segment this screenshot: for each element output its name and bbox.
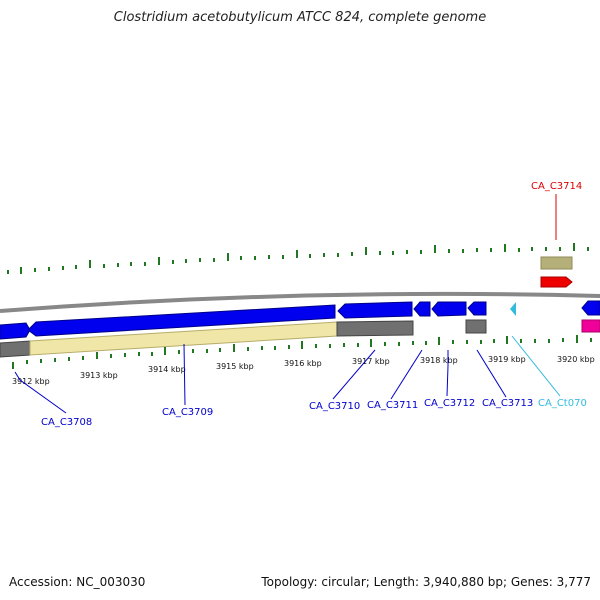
gray-gene-left <box>0 340 31 358</box>
trna-ct070 <box>510 302 516 316</box>
gene-row-minus <box>0 319 600 358</box>
outer-tick-marks <box>7 243 589 274</box>
gene-label-c3708: CA_C3708 <box>41 417 92 428</box>
kbp-label: 3918 kbp <box>420 356 458 365</box>
genome-info-label: Topology: circular; Length: 3,940,880 bp… <box>261 575 591 589</box>
kbp-labels: 3912 kbp 3913 kbp 3914 kbp 3915 kbp 3916… <box>12 355 595 386</box>
kbp-label: 3917 kbp <box>352 357 390 366</box>
gene-label-c3713: CA_C3713 <box>482 398 533 409</box>
kbp-label: 3912 kbp <box>12 377 50 386</box>
kbp-label: 3913 kbp <box>80 371 118 380</box>
kbp-label: 3916 kbp <box>284 359 322 368</box>
gene-label-c3710: CA_C3710 <box>309 401 360 412</box>
cds-arrow-c3711 <box>413 301 431 317</box>
cds-arrow-c3712 <box>431 301 467 317</box>
kbp-label: 3914 kbp <box>148 365 186 374</box>
leader-lines <box>14 194 561 414</box>
gene-label-c3709: CA_C3709 <box>162 407 213 418</box>
kbp-label: 3919 kbp <box>488 355 526 364</box>
magenta-gene <box>581 319 600 333</box>
inner-tick-marks <box>12 335 592 369</box>
kbp-label: 3915 kbp <box>216 362 254 371</box>
cds-row-plus <box>0 300 600 340</box>
gray-gene-c3710 <box>336 320 414 337</box>
cds-arrow-c3710 <box>337 301 413 319</box>
olive-feature <box>540 256 573 270</box>
cds-arrow-left-edge <box>0 322 31 340</box>
gene-label-ct070: CA_Ct070 <box>538 398 587 409</box>
gene-label-c3711: CA_C3711 <box>367 400 418 411</box>
kbp-label: 3920 kbp <box>557 355 595 364</box>
gene-labels: CA_C3708 CA_C3709 CA_C3710 CA_C3711 CA_C… <box>41 181 587 428</box>
cds-arrow-c3713 <box>467 301 487 316</box>
genome-title: Clostridium acetobutylicum ATCC 824, com… <box>113 10 487 25</box>
gray-gene-c3713 <box>465 319 487 334</box>
genome-backbone <box>0 291 600 313</box>
cds-arrow-c3709 <box>27 304 336 337</box>
gene-label-c3714: CA_C3714 <box>531 181 582 192</box>
gene-label-c3712: CA_C3712 <box>424 398 475 409</box>
accession-label: Accession: NC_003030 <box>9 575 146 589</box>
red-gene-arrow <box>540 276 573 288</box>
cds-arrow-right-edge <box>581 300 600 316</box>
